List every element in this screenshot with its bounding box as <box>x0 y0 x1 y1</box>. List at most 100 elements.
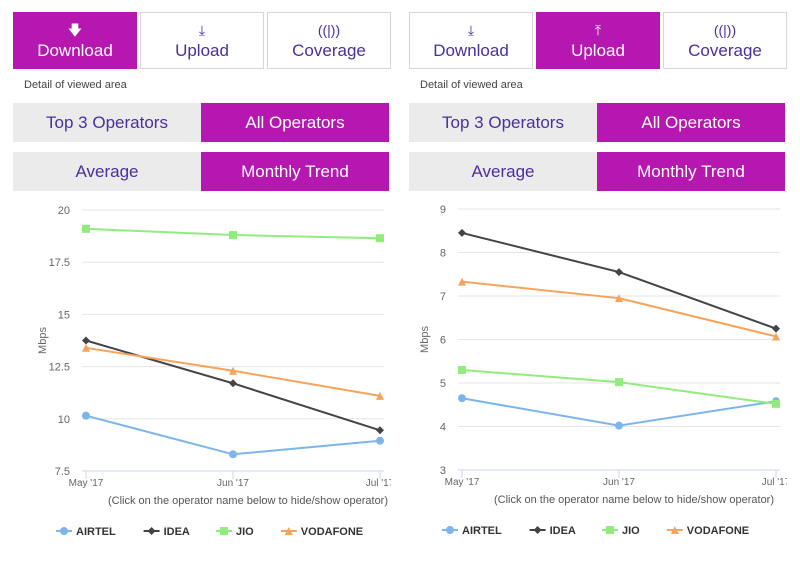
series-line <box>461 280 777 338</box>
legend-marker <box>220 527 228 535</box>
legend-marker <box>60 527 68 535</box>
y-tick-label: 7 <box>440 291 446 303</box>
legend-label: IDEA <box>164 526 190 538</box>
tab-label: Download <box>37 40 113 60</box>
data-point <box>772 324 780 333</box>
series-idea <box>458 228 780 333</box>
series-jio <box>458 365 780 408</box>
legend-marker <box>606 526 614 534</box>
tab-download[interactable]: 🡇 Download <box>13 12 137 69</box>
data-point <box>772 332 780 341</box>
data-point <box>82 224 90 233</box>
operator-scope-toggle: Top 3 Operators All Operators <box>409 103 785 142</box>
y-tick-label: 10 <box>58 414 70 426</box>
data-point <box>376 391 384 400</box>
tab-upload[interactable]: ⤓ Upload <box>140 12 264 69</box>
series-line <box>461 397 777 427</box>
monthly-trend-button[interactable]: Monthly Trend <box>597 152 785 191</box>
tab-coverage[interactable]: ((|)) Coverage <box>663 12 787 69</box>
average-button[interactable]: Average <box>13 152 201 191</box>
detail-label: Detail of viewed area <box>24 79 127 91</box>
legend-marker <box>284 527 293 535</box>
series-jio <box>82 224 384 243</box>
x-tick-label: May '17 <box>445 477 480 488</box>
y-tick-label: 20 <box>58 205 70 217</box>
legend-marker <box>670 526 679 534</box>
y-tick-label: 6 <box>440 335 446 347</box>
detail-label: Detail of viewed area <box>420 79 523 91</box>
data-point <box>376 426 384 435</box>
series-vodafone <box>458 277 780 341</box>
top3-operators-button[interactable]: Top 3 Operators <box>409 103 597 142</box>
upload-trend-chart: 3 4 5 6 7 8 9 Mbps May '17 Jun '17 Jul '17 (Click o… <box>419 204 787 537</box>
legend-label: JIO <box>236 526 254 538</box>
y-axis-label: Mbps <box>37 327 49 354</box>
all-operators-button[interactable]: All Operators <box>597 103 785 142</box>
legend-label: IDEA <box>550 525 576 537</box>
tab-upload[interactable]: ⤒ Upload <box>536 12 660 69</box>
legend-marker <box>533 526 542 534</box>
legend-item-vodafone[interactable]: VODAFONE <box>280 526 363 538</box>
y-tick-label: 9 <box>440 204 446 216</box>
x-tick-label: Jun '17 <box>603 477 635 488</box>
legend-item-jio[interactable]: JIO <box>216 526 254 538</box>
data-point <box>458 228 466 237</box>
download-icon: 🡇 <box>67 21 83 38</box>
y-tick-label: 8 <box>440 248 446 260</box>
data-point <box>615 294 623 303</box>
view-toggle: Average Monthly Trend <box>13 152 389 191</box>
chart-note: (Click on the operator name below to hid… <box>108 495 388 507</box>
legend-marker <box>446 526 454 534</box>
legend-item-idea[interactable]: IDEA <box>529 525 576 537</box>
series-line <box>85 414 381 456</box>
monthly-trend-button[interactable]: Monthly Trend <box>201 152 389 191</box>
download-panel: 🡇 Download ⤓ Upload ((|)) Coverage Detail o… <box>13 0 391 570</box>
series-idea <box>82 336 384 435</box>
data-point <box>82 343 90 352</box>
data-point <box>458 365 466 374</box>
legend-label: JIO <box>622 525 640 537</box>
y-tick-label: 5 <box>440 378 446 390</box>
data-point <box>772 399 780 408</box>
series-line <box>461 368 777 405</box>
series-vodafone <box>82 343 384 400</box>
signal-icon: ((|)) <box>713 21 737 38</box>
y-tick-label: 7.5 <box>55 466 70 478</box>
legend-item-idea[interactable]: IDEA <box>143 526 190 538</box>
legend-item-jio[interactable]: JIO <box>602 525 640 537</box>
operator-scope-toggle: Top 3 Operators All Operators <box>13 103 389 142</box>
tab-label: Upload <box>175 40 229 60</box>
download-icon: ⤓ <box>467 21 475 38</box>
top3-operators-button[interactable]: Top 3 Operators <box>13 103 201 142</box>
upload-panel: ⤓ Download ⤒ Upload ((|)) Coverage Detail o… <box>409 0 787 570</box>
legend-label: AIRTEL <box>76 526 116 538</box>
upload-icon: ⤓ <box>198 21 206 38</box>
data-point <box>229 366 237 375</box>
tab-coverage[interactable]: ((|)) Coverage <box>267 12 391 69</box>
average-button[interactable]: Average <box>409 152 597 191</box>
chart-note: (Click on the operator name below to hid… <box>494 494 774 506</box>
data-point <box>229 379 237 388</box>
legend-marker <box>147 527 156 535</box>
tab-label: Coverage <box>292 40 366 60</box>
metric-tabs: ⤓ Download ⤒ Upload ((|)) Coverage <box>409 12 787 69</box>
upload-icon: ⤒ <box>594 21 602 38</box>
legend-label: VODAFONE <box>687 525 749 537</box>
series-airtel <box>82 411 384 459</box>
legend-item-airtel[interactable]: AIRTEL <box>56 526 116 538</box>
legend-item-vodafone[interactable]: VODAFONE <box>666 525 749 537</box>
x-tick-label: Jun '17 <box>217 478 249 489</box>
tab-label: Download <box>433 40 509 60</box>
data-point <box>615 268 623 277</box>
y-axis-label: Mbps <box>419 326 431 353</box>
tab-download[interactable]: ⤓ Download <box>409 12 533 69</box>
x-tick-label: Jul '17 <box>366 478 391 489</box>
legend-item-airtel[interactable]: AIRTEL <box>442 525 502 537</box>
data-point <box>376 234 384 243</box>
all-operators-button[interactable]: All Operators <box>201 103 389 142</box>
x-tick-label: Jul '17 <box>762 477 787 488</box>
x-tick-label: May '17 <box>69 478 104 489</box>
y-tick-label: 17.5 <box>49 257 70 269</box>
view-toggle: Average Monthly Trend <box>409 152 785 191</box>
data-point <box>458 394 466 403</box>
